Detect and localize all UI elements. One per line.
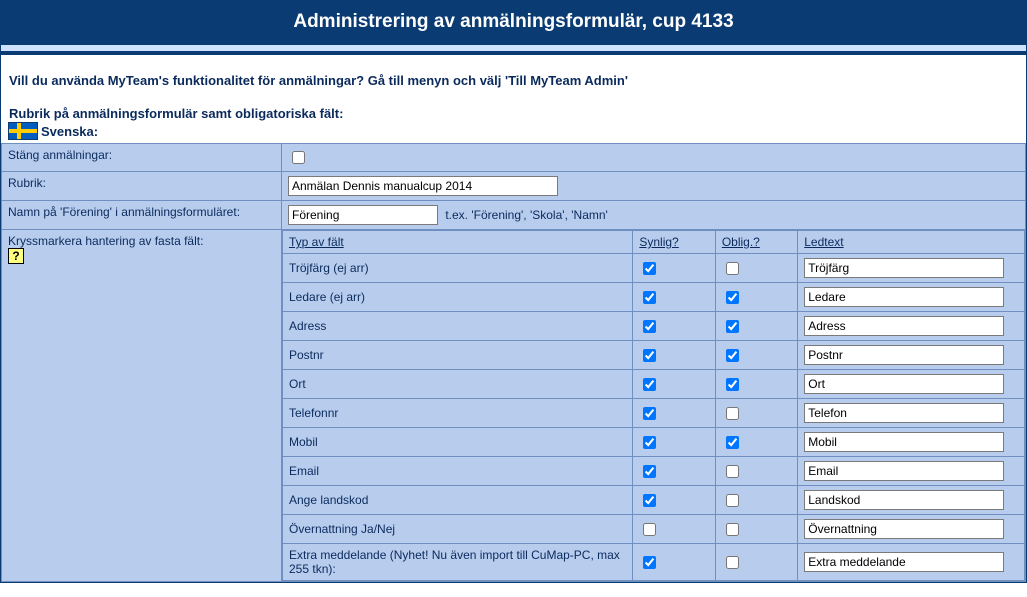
- synlig-checkbox[interactable]: [643, 465, 656, 478]
- ledtext-input[interactable]: [804, 258, 1004, 278]
- ledtext-input[interactable]: [804, 316, 1004, 336]
- field-row: Mobil: [283, 428, 1025, 457]
- ledtext-input[interactable]: [804, 345, 1004, 365]
- synlig-checkbox[interactable]: [643, 407, 656, 420]
- synlig-checkbox[interactable]: [643, 494, 656, 507]
- form-table: Stäng anmälningar: Rubrik: Namn på 'Före…: [1, 143, 1026, 582]
- field-type: Tröjfärg (ej arr): [283, 254, 633, 283]
- intro-text: Vill du använda MyTeam's funktionalitet …: [1, 55, 1026, 106]
- field-row: Adress: [283, 312, 1025, 341]
- ledtext-input[interactable]: [804, 432, 1004, 452]
- ledtext-input[interactable]: [804, 490, 1004, 510]
- col-ledtext: Ledtext: [798, 231, 1025, 254]
- field-type: Ledare (ej arr): [283, 283, 633, 312]
- oblig-checkbox[interactable]: [726, 436, 739, 449]
- field-row: Email: [283, 457, 1025, 486]
- synlig-checkbox[interactable]: [643, 556, 656, 569]
- field-type: Mobil: [283, 428, 633, 457]
- oblig-checkbox[interactable]: [726, 291, 739, 304]
- language-label: Svenska:: [41, 124, 98, 139]
- oblig-checkbox[interactable]: [726, 523, 739, 536]
- section-heading: Rubrik på anmälningsformulär samt obliga…: [1, 106, 1026, 123]
- fields-subtable: Typ av fält Synlig? Oblig.? Ledtext Tröj…: [282, 230, 1025, 581]
- fixed-fields-label: Kryssmarkera hantering av fasta fält: ?: [2, 230, 282, 582]
- forening-label: Namn på 'Förening' i anmälningsformuläre…: [2, 201, 282, 230]
- oblig-checkbox[interactable]: [726, 349, 739, 362]
- rubrik-label: Rubrik:: [2, 172, 282, 201]
- synlig-checkbox[interactable]: [643, 378, 656, 391]
- oblig-checkbox[interactable]: [726, 465, 739, 478]
- ledtext-input[interactable]: [804, 461, 1004, 481]
- field-row: Telefonnr: [283, 399, 1025, 428]
- field-row: Postnr: [283, 341, 1025, 370]
- ledtext-input[interactable]: [804, 403, 1004, 423]
- oblig-checkbox[interactable]: [726, 262, 739, 275]
- ledtext-input[interactable]: [804, 287, 1004, 307]
- language-row: Svenska:: [1, 123, 1026, 143]
- oblig-checkbox[interactable]: [726, 320, 739, 333]
- field-type: Extra meddelande (Nyhet! Nu även import …: [283, 544, 633, 581]
- field-row: Extra meddelande (Nyhet! Nu även import …: [283, 544, 1025, 581]
- forening-input[interactable]: [288, 205, 438, 225]
- synlig-checkbox[interactable]: [643, 523, 656, 536]
- synlig-checkbox[interactable]: [643, 349, 656, 362]
- page-title: Administrering av anmälningsformulär, cu…: [1, 1, 1026, 51]
- rubrik-input[interactable]: [288, 176, 558, 196]
- col-oblig: Oblig.?: [715, 231, 797, 254]
- field-type: Övernattning Ja/Nej: [283, 515, 633, 544]
- field-type: Ange landskod: [283, 486, 633, 515]
- synlig-checkbox[interactable]: [643, 320, 656, 333]
- oblig-checkbox[interactable]: [726, 407, 739, 420]
- oblig-checkbox[interactable]: [726, 494, 739, 507]
- page-root: Administrering av anmälningsformulär, cu…: [0, 0, 1027, 583]
- oblig-checkbox[interactable]: [726, 556, 739, 569]
- col-type: Typ av fält: [283, 231, 633, 254]
- close-reg-label: Stäng anmälningar:: [2, 144, 282, 172]
- ledtext-input[interactable]: [804, 552, 1004, 572]
- col-synlig: Synlig?: [633, 231, 715, 254]
- field-row: Ort: [283, 370, 1025, 399]
- field-type: Ort: [283, 370, 633, 399]
- forening-hint: t.ex. 'Förening', 'Skola', 'Namn': [445, 208, 607, 222]
- field-row: Ledare (ej arr): [283, 283, 1025, 312]
- field-type: Telefonnr: [283, 399, 633, 428]
- field-row: Tröjfärg (ej arr): [283, 254, 1025, 283]
- close-reg-checkbox[interactable]: [292, 151, 305, 164]
- ledtext-input[interactable]: [804, 374, 1004, 394]
- field-type: Postnr: [283, 341, 633, 370]
- help-icon[interactable]: ?: [8, 248, 24, 264]
- synlig-checkbox[interactable]: [643, 291, 656, 304]
- synlig-checkbox[interactable]: [643, 436, 656, 449]
- oblig-checkbox[interactable]: [726, 378, 739, 391]
- field-type: Adress: [283, 312, 633, 341]
- ledtext-input[interactable]: [804, 519, 1004, 539]
- field-row: Ange landskod: [283, 486, 1025, 515]
- field-type: Email: [283, 457, 633, 486]
- swedish-flag-icon: [9, 123, 37, 139]
- synlig-checkbox[interactable]: [643, 262, 656, 275]
- field-row: Övernattning Ja/Nej: [283, 515, 1025, 544]
